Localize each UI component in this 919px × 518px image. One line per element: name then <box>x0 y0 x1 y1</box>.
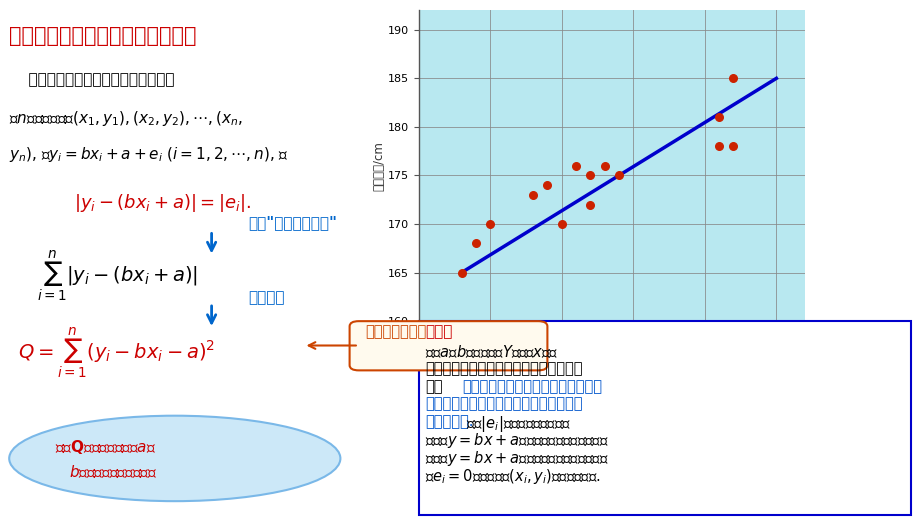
Text: 设满足一元线性回归模型的两个变量: 设满足一元线性回归模型的两个变量 <box>9 73 175 88</box>
Text: 相当于寻找一条适当的直线，使表示: 相当于寻找一条适当的直线，使表示 <box>461 379 601 394</box>
Text: 直线最接近.: 直线最接近. <box>425 414 473 429</box>
Y-axis label: 儿子身高/cm: 儿子身高/cm <box>371 141 384 191</box>
FancyArrowPatch shape <box>309 342 356 349</box>
Text: 性关系，因此通过样本数据估计这两个参: 性关系，因此通过样本数据估计这两个参 <box>425 361 582 376</box>
Text: 数，: 数， <box>425 379 442 394</box>
Point <box>454 268 469 277</box>
Text: 方便计算: 方便计算 <box>248 291 285 305</box>
Point <box>583 200 597 209</box>
X-axis label: 父亲身高/cm: 父亲身高/cm <box>586 343 636 357</box>
Text: $y_n)$, 由$y_i=bx_i+a+e_i$ $(i=1, 2, \cdots, n)$, 得: $y_n)$, 由$y_i=bx_i+a+e_i$ $(i=1, 2, \cdo… <box>9 145 289 164</box>
Text: 当$e_i=0$时，表示点$(x_i, y_i)$在这条直线上.: 当$e_i=0$时，表示点$(x_i, y_i)$在这条直线上. <box>425 467 600 486</box>
Text: 要使Q达到最小值时，$a$和: 要使Q达到最小值时，$a$和 <box>55 438 156 456</box>
Text: $b$的估算值应该是多少？: $b$的估算值应该是多少？ <box>69 464 157 480</box>
Point <box>482 220 497 228</box>
Point <box>711 142 726 151</box>
Text: 成对样本数据的这些散点在整体上与这条: 成对样本数据的这些散点在整体上与这条 <box>425 396 582 411</box>
Text: 刻画"整体接近程度": 刻画"整体接近程度" <box>248 215 337 230</box>
Text: 离直线$y=bx+a$的距离最小，即样本数据点: 离直线$y=bx+a$的距离最小，即样本数据点 <box>425 431 608 451</box>
FancyBboxPatch shape <box>418 321 910 515</box>
Text: 说明：: 说明： <box>425 324 452 339</box>
Text: 离直线$y=bx+a$的竖直距离越小，特别地，: 离直线$y=bx+a$的竖直距离越小，特别地， <box>425 449 608 468</box>
Point <box>583 171 597 180</box>
Point <box>568 162 583 170</box>
Point <box>611 171 626 180</box>
FancyBboxPatch shape <box>349 321 547 370</box>
FancyArrowPatch shape <box>207 233 216 251</box>
Ellipse shape <box>9 415 340 501</box>
Text: 的$n$对样本数据为$(x_1, y_1), (x_2, y_2), \cdots, (x_n,$: 的$n$对样本数据为$(x_1, y_1), (x_2, y_2), \cdot… <box>9 109 244 128</box>
Point <box>725 142 740 151</box>
Text: 四、估计一元线性回归模型的参数: 四、估计一元线性回归模型的参数 <box>9 26 197 46</box>
Point <box>468 239 482 248</box>
Text: 显然$|e_i|$越小，从整体上看，: 显然$|e_i|$越小，从整体上看， <box>465 414 570 434</box>
Text: 参数$a$和$b$刻画了变量$Y$与变量$x$的线: 参数$a$和$b$刻画了变量$Y$与变量$x$的线 <box>425 343 558 360</box>
Point <box>525 191 539 199</box>
Point <box>711 113 726 121</box>
Point <box>539 181 554 190</box>
Point <box>554 220 569 228</box>
Text: $|y_i-(bx_i+a)|=|e_i|.$: $|y_i-(bx_i+a)|=|e_i|.$ <box>74 192 251 213</box>
Point <box>725 74 740 82</box>
Text: 随机误差平方和: 随机误差平方和 <box>365 324 426 339</box>
Text: $Q=\sum_{i=1}^{n}(y_i-bx_i-a)^2$: $Q=\sum_{i=1}^{n}(y_i-bx_i-a)^2$ <box>18 326 215 381</box>
Text: $\sum_{i=1}^{n}|y_i-(bx_i+a)|$: $\sum_{i=1}^{n}|y_i-(bx_i+a)|$ <box>37 249 198 304</box>
Point <box>596 162 611 170</box>
FancyArrowPatch shape <box>207 306 216 323</box>
